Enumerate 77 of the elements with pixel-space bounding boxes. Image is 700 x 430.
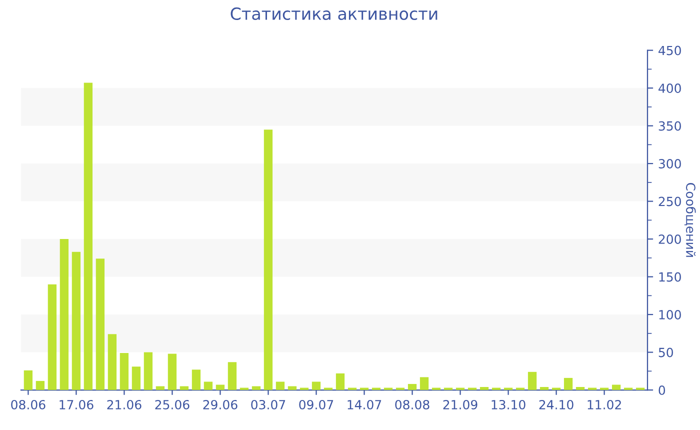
bar xyxy=(96,258,105,390)
bar xyxy=(540,386,549,390)
y-tick-label: 100 xyxy=(659,310,681,320)
y-tick-label: 200 xyxy=(658,234,681,244)
bar xyxy=(564,378,573,390)
y-tick-label: 150 xyxy=(659,272,681,282)
bar xyxy=(24,370,33,390)
bar xyxy=(156,386,165,390)
bar xyxy=(588,388,597,390)
bar xyxy=(168,354,177,390)
bar xyxy=(492,388,501,390)
bar xyxy=(324,388,333,390)
bar xyxy=(396,388,405,390)
x-tick-label: 21.06 xyxy=(107,400,142,410)
bar xyxy=(72,252,81,390)
y-tick-label: 0 xyxy=(658,385,666,395)
y-axis-title: Сообщений xyxy=(684,183,696,257)
bar xyxy=(612,384,621,390)
bar xyxy=(108,334,117,390)
bar xyxy=(552,388,561,390)
y-tick-label: 50 xyxy=(658,348,673,358)
bar xyxy=(600,388,609,390)
bar xyxy=(300,388,309,390)
y-tick-label: 350 xyxy=(658,121,681,131)
x-tick-label: 29.06 xyxy=(203,400,238,410)
bar xyxy=(516,388,525,390)
bar xyxy=(372,388,381,390)
bar xyxy=(336,373,345,390)
bar xyxy=(36,380,45,390)
bar xyxy=(456,388,465,390)
bar xyxy=(180,386,189,390)
bar xyxy=(84,82,93,390)
x-tick-label: 08.08 xyxy=(395,400,430,410)
chart-title: Статистика активности xyxy=(230,7,438,20)
x-tick-label: 09.07 xyxy=(299,400,334,410)
y-tick-label: 250 xyxy=(658,196,681,206)
bar xyxy=(132,366,141,390)
bar xyxy=(204,382,213,390)
bar xyxy=(444,388,453,390)
bar xyxy=(192,370,201,390)
x-tick-label: 25.06 xyxy=(155,400,190,410)
bar xyxy=(468,388,477,390)
bar xyxy=(408,384,417,390)
bar xyxy=(420,377,429,390)
bar xyxy=(576,386,585,390)
x-tick-label: 17.06 xyxy=(60,400,94,410)
x-tick-label: 14.07 xyxy=(348,400,382,410)
bar xyxy=(636,388,645,390)
x-tick-label: 24.10 xyxy=(539,400,574,410)
x-tick-label: 11.02 xyxy=(588,400,621,410)
bar xyxy=(264,130,273,390)
x-tick-label: 13.10 xyxy=(492,400,526,410)
bar xyxy=(624,388,633,390)
bar xyxy=(60,239,69,390)
bar xyxy=(228,362,237,390)
bar xyxy=(504,388,513,390)
bar xyxy=(480,386,489,390)
bar xyxy=(252,386,261,390)
bar xyxy=(144,352,153,390)
bar xyxy=(528,372,537,390)
bar xyxy=(276,382,285,390)
x-tick-label: 08.06 xyxy=(11,400,46,410)
y-tick-label: 300 xyxy=(658,159,681,168)
bar xyxy=(312,382,321,390)
bar xyxy=(384,388,393,390)
x-tick-label: 03.07 xyxy=(251,400,286,410)
bar xyxy=(120,353,129,390)
bar xyxy=(360,388,369,390)
y-tick-label: 400 xyxy=(658,84,681,93)
bar xyxy=(432,388,441,390)
bar xyxy=(288,386,297,390)
bar xyxy=(240,388,249,390)
bar xyxy=(348,388,357,390)
x-tick-label: 21.09 xyxy=(443,400,478,410)
bar xyxy=(48,284,57,390)
y-tick-label: 450 xyxy=(658,46,681,56)
bar xyxy=(216,384,225,390)
